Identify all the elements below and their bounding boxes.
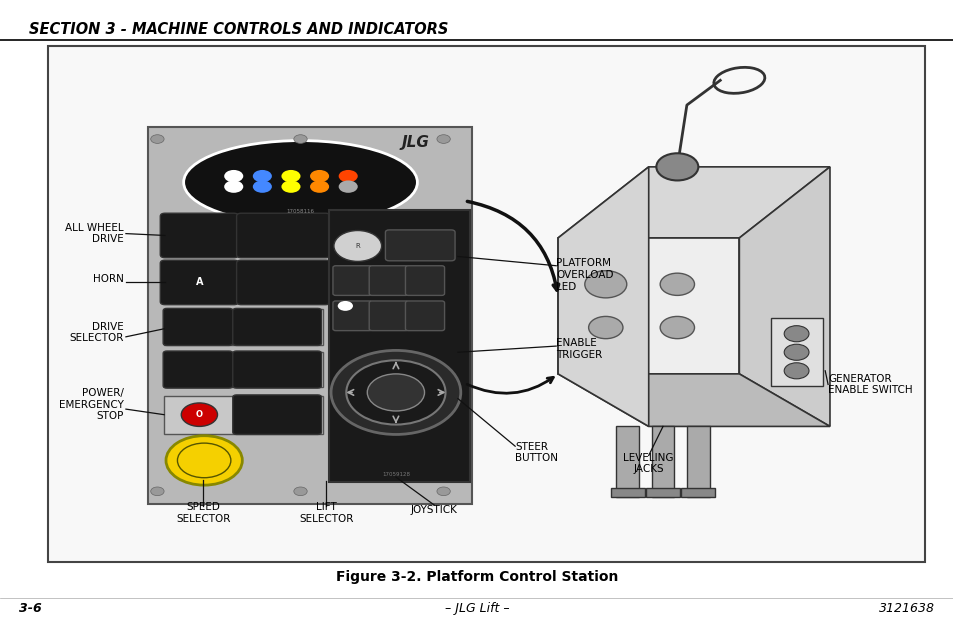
Circle shape (346, 360, 445, 425)
Circle shape (224, 170, 243, 182)
Text: 17059128: 17059128 (381, 472, 410, 477)
FancyBboxPatch shape (236, 260, 330, 305)
Circle shape (338, 170, 357, 182)
Ellipse shape (184, 141, 417, 224)
Circle shape (331, 350, 460, 434)
Circle shape (783, 344, 808, 360)
Text: PLATFORM
OVERLOAD
LED: PLATFORM OVERLOAD LED (556, 258, 613, 292)
Circle shape (584, 271, 626, 298)
FancyBboxPatch shape (333, 301, 372, 331)
FancyBboxPatch shape (233, 351, 321, 388)
Circle shape (151, 135, 164, 143)
Text: SECTION 3 - MACHINE CONTROLS AND INDICATORS: SECTION 3 - MACHINE CONTROLS AND INDICAT… (29, 22, 448, 36)
FancyBboxPatch shape (333, 266, 372, 295)
FancyBboxPatch shape (233, 395, 321, 434)
Circle shape (783, 326, 808, 342)
FancyBboxPatch shape (686, 426, 709, 497)
FancyBboxPatch shape (369, 266, 408, 295)
FancyBboxPatch shape (160, 213, 238, 258)
Text: A: A (195, 277, 203, 287)
Circle shape (659, 316, 694, 339)
FancyBboxPatch shape (160, 260, 238, 305)
Circle shape (253, 180, 272, 193)
FancyBboxPatch shape (148, 127, 472, 504)
Circle shape (151, 487, 164, 496)
FancyBboxPatch shape (236, 213, 330, 258)
FancyBboxPatch shape (651, 426, 674, 497)
Circle shape (659, 273, 694, 295)
FancyBboxPatch shape (164, 352, 323, 387)
FancyBboxPatch shape (329, 210, 470, 482)
Text: STEER
BUTTON: STEER BUTTON (515, 442, 558, 463)
FancyBboxPatch shape (369, 301, 408, 331)
Circle shape (783, 363, 808, 379)
Text: POWER/
EMERGENCY
STOP: POWER/ EMERGENCY STOP (59, 388, 124, 421)
Text: ALL WHEEL
DRIVE: ALL WHEEL DRIVE (66, 223, 124, 244)
Circle shape (656, 153, 698, 180)
Text: Figure 3-2. Platform Control Station: Figure 3-2. Platform Control Station (335, 570, 618, 583)
FancyBboxPatch shape (610, 488, 644, 497)
Circle shape (224, 180, 243, 193)
FancyBboxPatch shape (645, 488, 679, 497)
Text: O: O (195, 410, 203, 419)
Text: DRIVE
SELECTOR: DRIVE SELECTOR (70, 322, 124, 343)
Text: LEVELING
JACKS: LEVELING JACKS (623, 453, 673, 474)
Text: JOYSTICK: JOYSTICK (410, 505, 457, 515)
FancyBboxPatch shape (680, 488, 715, 497)
Text: LIFT
SELECTOR: LIFT SELECTOR (299, 502, 353, 523)
Circle shape (166, 436, 242, 485)
FancyBboxPatch shape (164, 396, 323, 434)
FancyBboxPatch shape (405, 301, 444, 331)
Text: 3121638: 3121638 (878, 601, 934, 615)
Circle shape (334, 231, 381, 261)
Circle shape (177, 443, 231, 478)
Polygon shape (558, 167, 648, 426)
Circle shape (310, 180, 329, 193)
FancyBboxPatch shape (233, 308, 321, 345)
Circle shape (181, 403, 217, 426)
Text: SPEED
SELECTOR: SPEED SELECTOR (176, 502, 230, 523)
Circle shape (337, 301, 353, 311)
Polygon shape (558, 167, 829, 238)
Circle shape (294, 487, 307, 496)
Circle shape (281, 180, 300, 193)
Polygon shape (558, 374, 829, 426)
FancyBboxPatch shape (164, 309, 323, 345)
Text: R: R (355, 243, 359, 249)
FancyBboxPatch shape (163, 351, 233, 388)
Circle shape (436, 487, 450, 496)
Text: GENERATOR
ENABLE SWITCH: GENERATOR ENABLE SWITCH (827, 374, 912, 395)
Circle shape (367, 374, 424, 411)
Text: – JLG Lift –: – JLG Lift – (444, 601, 509, 615)
Circle shape (294, 135, 307, 143)
Circle shape (310, 170, 329, 182)
Circle shape (436, 135, 450, 143)
Text: ENABLE
TRIGGER: ENABLE TRIGGER (556, 339, 601, 360)
Text: HORN: HORN (93, 274, 124, 284)
Text: 17058116: 17058116 (286, 209, 314, 214)
FancyBboxPatch shape (48, 46, 924, 562)
Circle shape (253, 170, 272, 182)
FancyBboxPatch shape (770, 318, 822, 386)
Circle shape (281, 170, 300, 182)
Text: JLG: JLG (400, 135, 429, 150)
Circle shape (338, 180, 357, 193)
Circle shape (588, 316, 622, 339)
FancyBboxPatch shape (405, 266, 444, 295)
Text: 3-6: 3-6 (19, 601, 42, 615)
Polygon shape (739, 167, 829, 426)
Polygon shape (558, 238, 739, 374)
FancyBboxPatch shape (616, 426, 639, 497)
FancyBboxPatch shape (163, 308, 233, 345)
FancyBboxPatch shape (385, 230, 455, 261)
